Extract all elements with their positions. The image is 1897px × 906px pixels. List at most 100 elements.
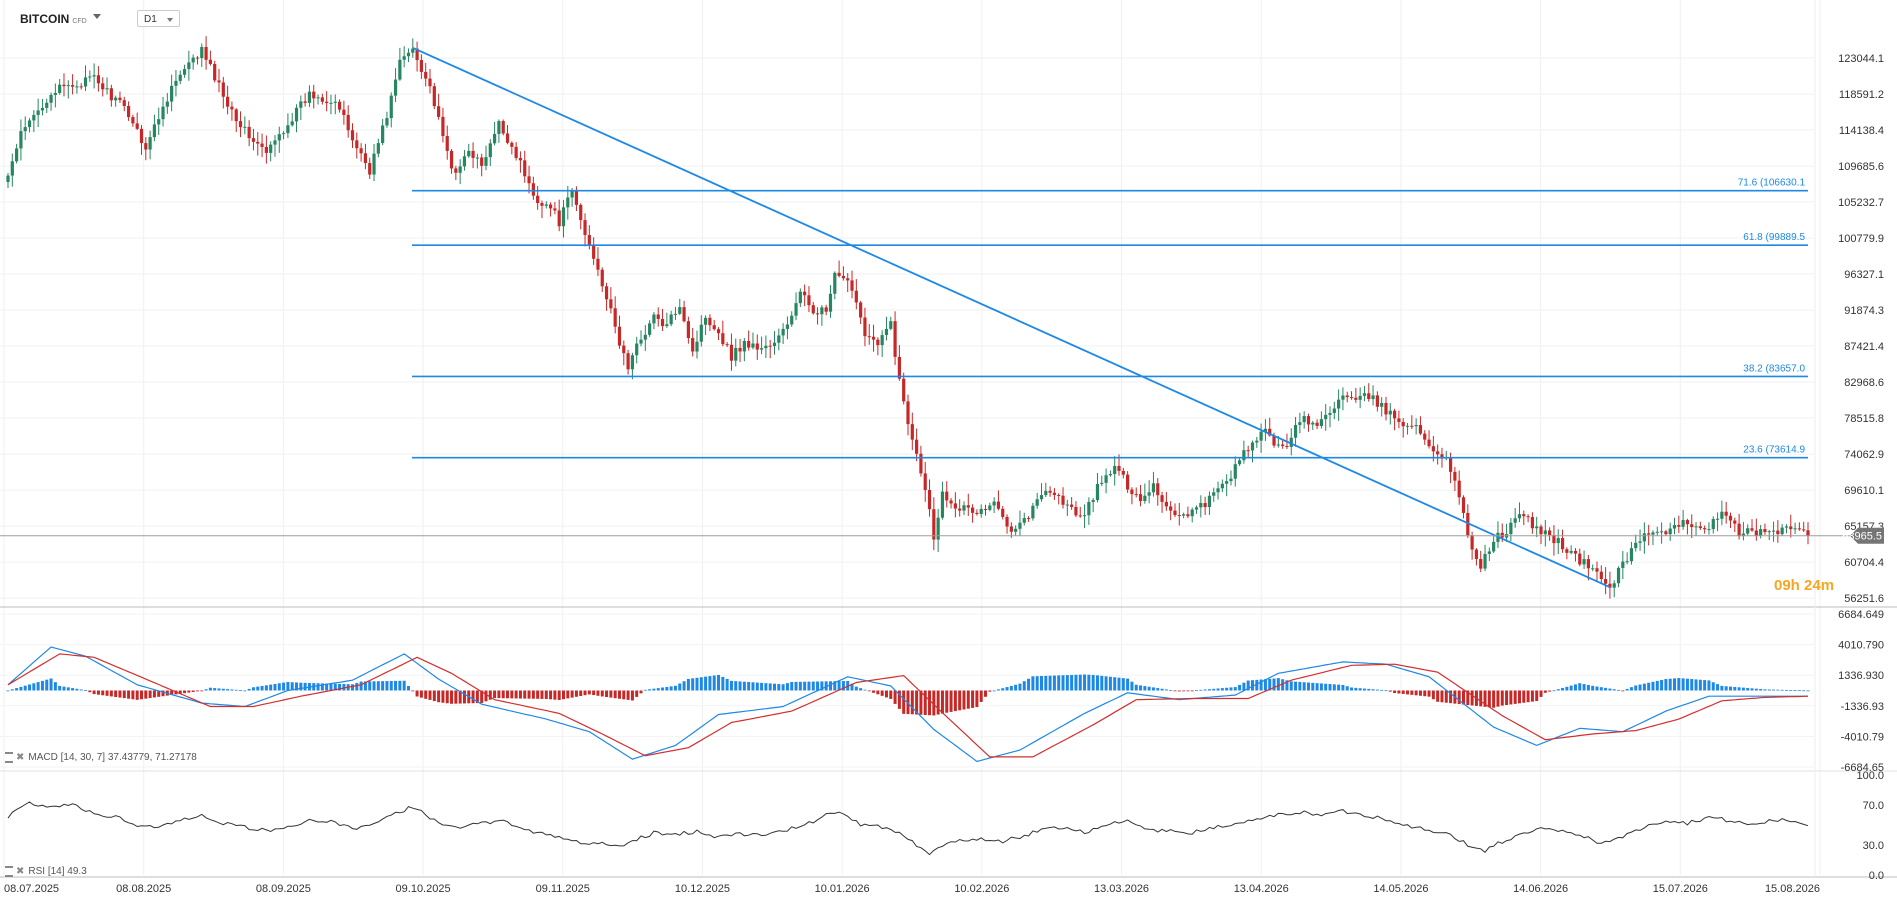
candle [23,127,27,132]
macd-histogram-bar [962,690,966,710]
macd-histogram-bar [984,690,988,697]
macd-histogram-bar [342,684,346,691]
macd-histogram-bar [859,688,863,691]
candle [1397,418,1401,422]
macd-histogram-bar [419,690,423,698]
macd-histogram-bar [1039,676,1043,691]
candle [187,62,191,70]
macd-histogram-bar [686,678,690,691]
candle [1250,442,1255,451]
timeframe-select[interactable]: D1 [137,10,180,27]
macd-histogram-bar [1470,690,1474,706]
close-icon[interactable]: ✖ [16,866,25,878]
candle [406,52,411,57]
macd-histogram-bar [1384,690,1388,692]
settings-icon[interactable] [5,866,13,877]
macd-histogram-bar [1750,688,1754,691]
chevron-down-icon[interactable] [93,14,101,19]
macd-histogram-bar [1483,690,1487,707]
macd-histogram-bar [1281,679,1285,691]
candle [919,453,923,474]
candle [462,156,467,167]
macd-histogram-bar [1397,690,1401,694]
macd-histogram-bar [183,690,187,694]
macd-histogram-bar [501,690,505,699]
candle [1380,402,1384,407]
macd-histogram-bar [592,690,596,696]
macd-histogram-bar [1539,690,1543,697]
close-icon[interactable]: ✖ [16,752,25,764]
macd-histogram-bar [1406,690,1410,695]
macd-histogram-bar [828,681,832,691]
candle [1169,506,1173,511]
macd-histogram-bar [32,683,36,691]
macd-histogram-bar [648,689,652,691]
candle [979,508,983,514]
macd-histogram-bar [506,690,510,699]
candle [932,509,936,540]
candle [337,101,342,110]
candle [45,102,49,108]
candle [1289,437,1293,447]
macd-histogram-bar [394,680,398,691]
candle [1664,531,1668,535]
candle [234,109,238,122]
candle [975,512,979,514]
candle [1474,549,1479,560]
trend-line[interactable] [412,46,1611,589]
macd-histogram-bar [389,680,393,691]
macd-histogram-bar [1522,690,1526,703]
candle [247,126,251,139]
time-axis-tick: 10.02.2026 [954,883,1009,895]
macd-histogram-bar [1414,690,1418,696]
macd-histogram-bar [1233,687,1237,691]
macd-histogram-bar [1324,683,1328,691]
candle [449,150,454,169]
macd-histogram-bar [53,682,57,691]
candle [1565,549,1569,553]
macd-histogram-bar [531,690,535,699]
macd-histogram-bar [1014,684,1018,691]
macd-histogram-bar [290,682,294,691]
candle [1065,504,1069,506]
candle [1470,535,1474,550]
macd-histogram-bar [1229,687,1233,691]
macd-histogram-bar [497,690,501,699]
macd-histogram-bar [269,684,273,691]
candle [333,101,337,103]
candle [1698,526,1702,529]
candle [570,190,574,198]
time-axis-tick: 15.07.2026 [1653,883,1708,895]
candle [1746,528,1750,534]
macd-histogram-bar [1350,687,1354,691]
candle [1130,489,1134,495]
macd-histogram-bar [66,687,70,691]
candle [1690,524,1694,528]
symbol-selector[interactable]: BITCOIN CFD [20,12,87,26]
price-axis-tick: 69610.1 [1844,485,1884,497]
macd-histogram-bar [1444,690,1448,703]
macd-histogram-bar [725,678,729,691]
macd-histogram-bar [1660,679,1664,691]
price-axis-tick: 100779.9 [1838,233,1884,245]
macd-histogram-bar [639,690,643,694]
time-axis-tick: 09.11.2025 [536,883,590,895]
candle [1582,559,1586,565]
candle [1461,497,1466,513]
macd-histogram-bar [872,690,876,693]
settings-icon[interactable] [5,752,13,763]
macd-histogram-bar [454,690,458,704]
macd-histogram-bar [1104,676,1108,691]
macd-signal-line [7,653,1809,758]
candle [828,293,833,312]
candle [1225,481,1229,484]
macd-histogram-bar [226,689,230,691]
macd-histogram-bar [424,690,428,699]
candle [139,128,144,144]
candle [161,106,165,120]
macd-histogram-bar [178,690,182,694]
candle [841,275,846,279]
candle [1431,446,1435,452]
candle [953,503,957,509]
